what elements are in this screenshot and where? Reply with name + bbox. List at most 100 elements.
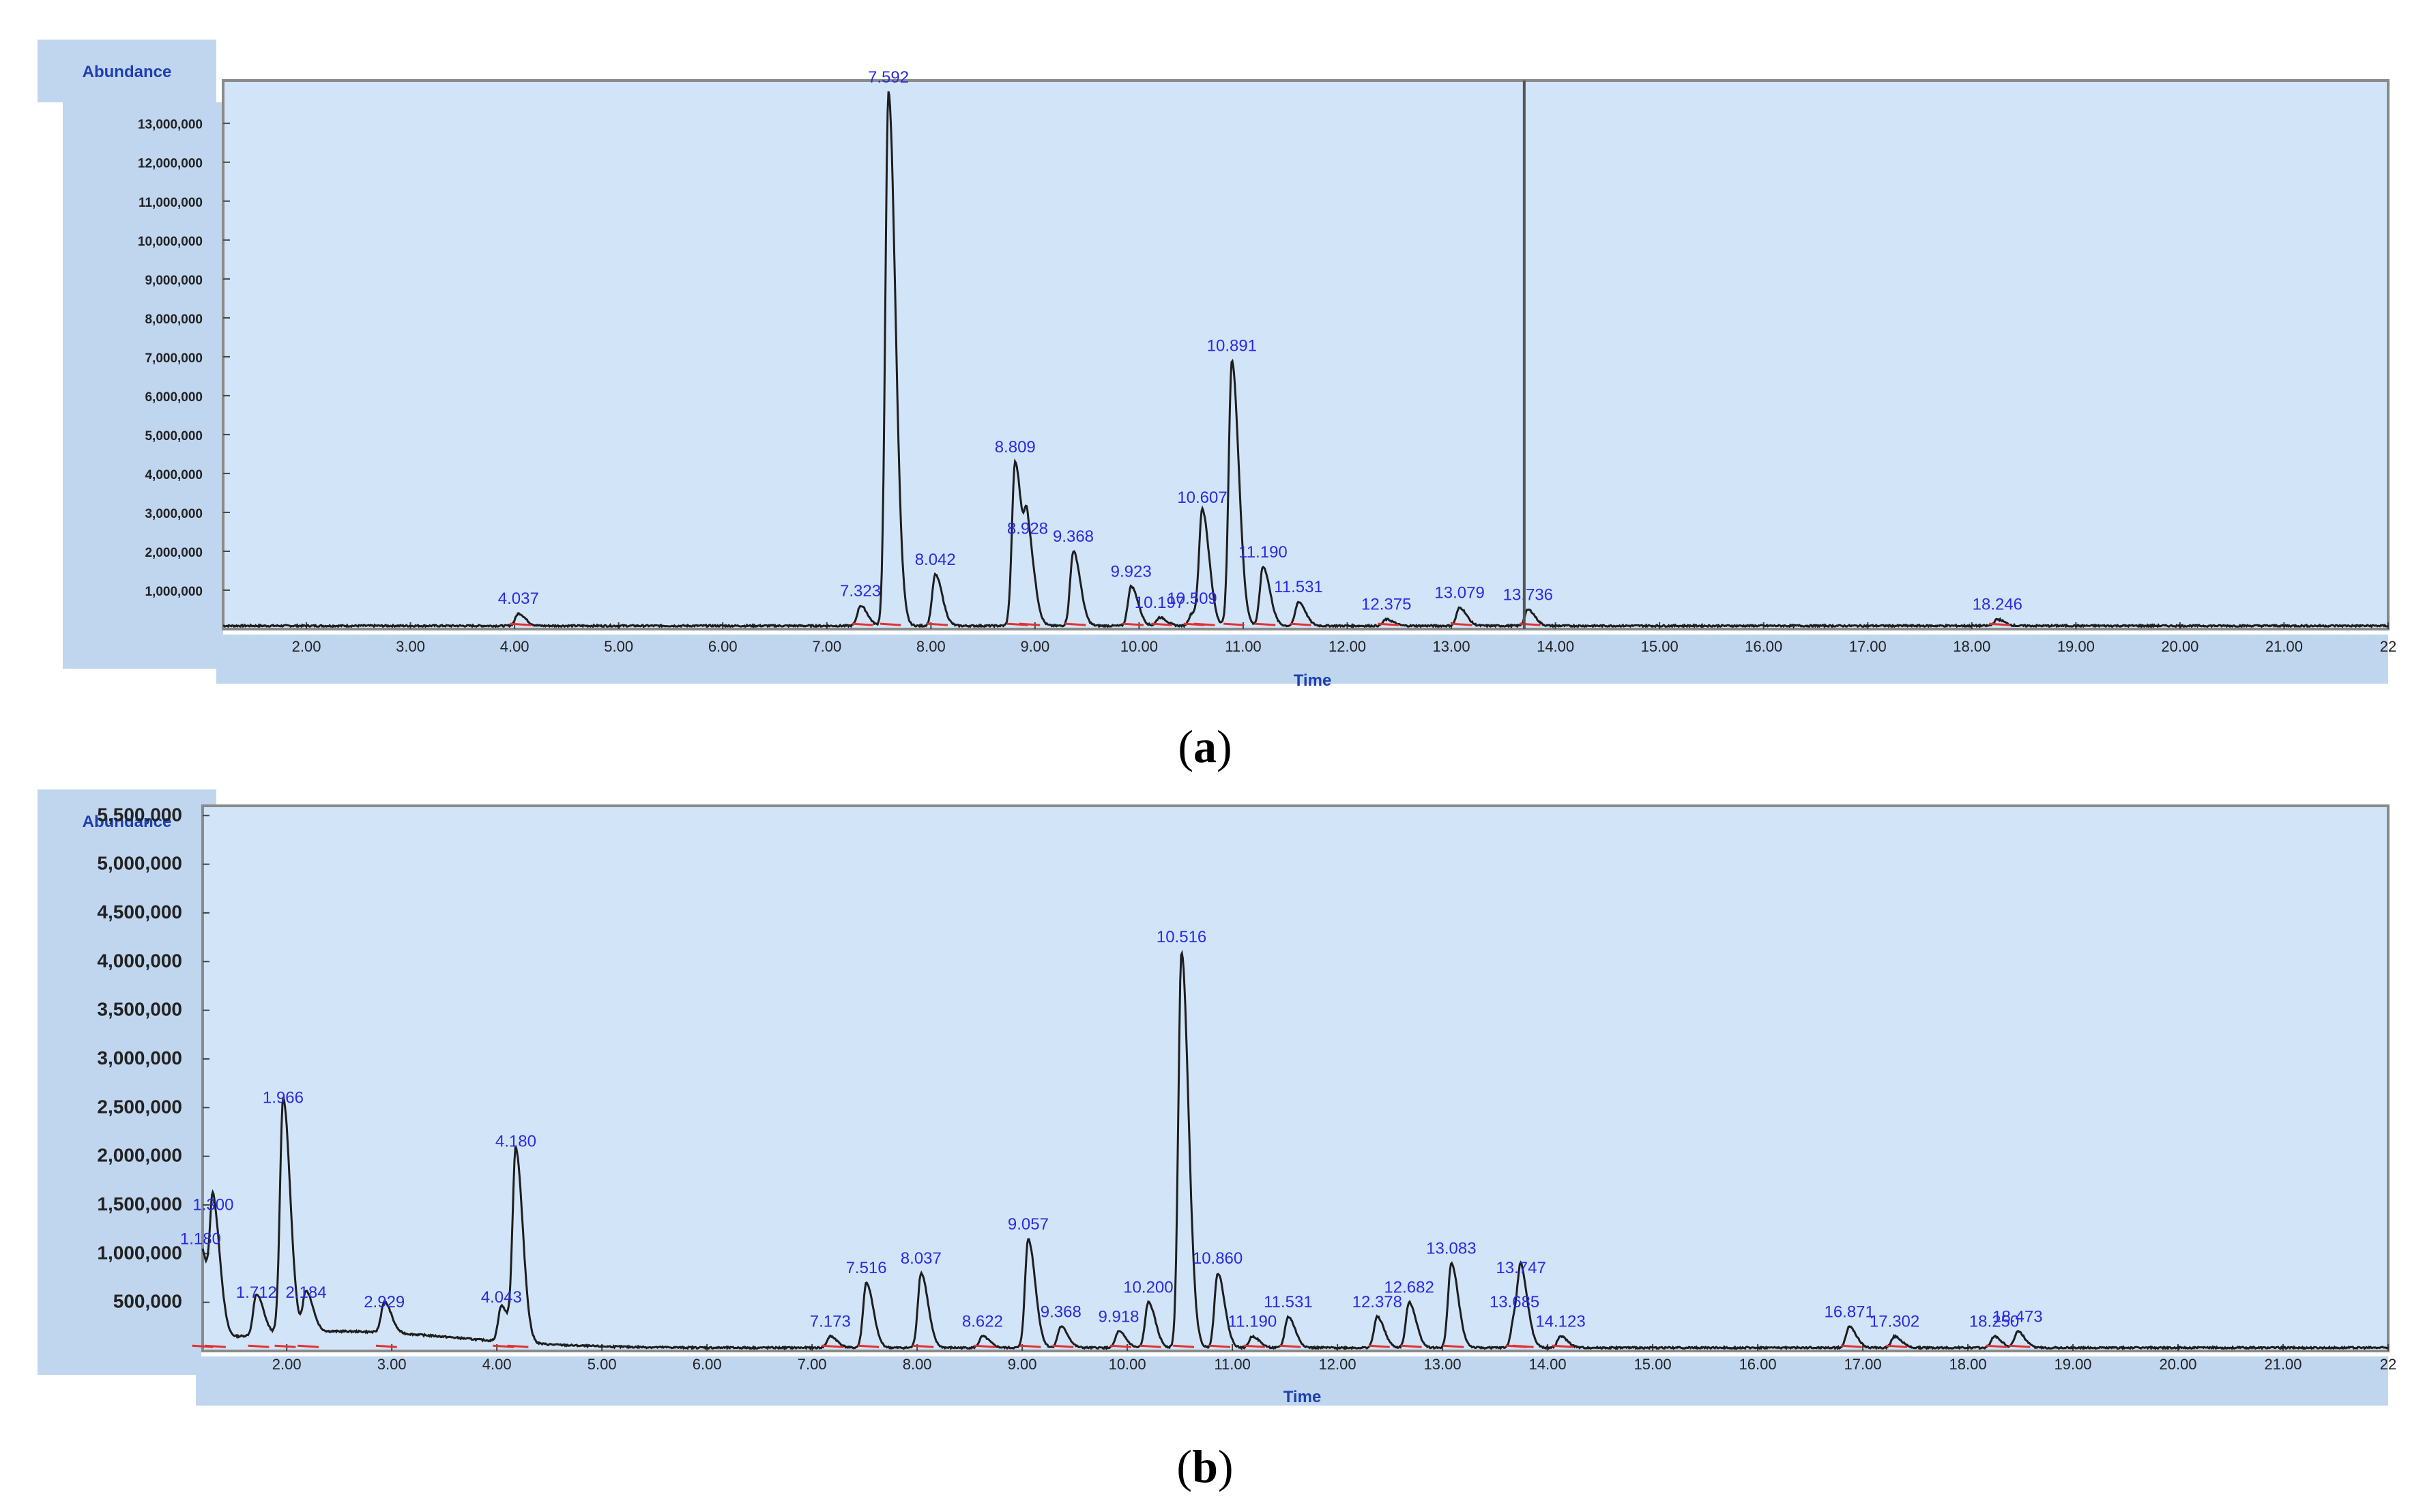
integration-baseline — [912, 1344, 934, 1348]
y-tick-label: 8,000,000 — [145, 312, 203, 327]
y-tick-label: 1,500,000 — [97, 1193, 182, 1215]
integration-baseline — [880, 622, 901, 626]
integration-baseline — [822, 1344, 843, 1348]
integration-baseline — [510, 622, 532, 626]
integration-baseline — [1279, 1344, 1301, 1348]
y-tick-label: 11,000,000 — [139, 196, 203, 210]
ylabel-box — [38, 789, 216, 824]
x-tick-label: 5.00 — [604, 638, 633, 655]
peak-label: 9.923 — [1111, 562, 1152, 581]
plot-area — [201, 804, 2390, 1352]
xaxis-strip — [196, 1356, 2388, 1406]
caption-b-letter: b — [1192, 1440, 1218, 1492]
y-tick-label: 3,000,000 — [97, 1047, 182, 1068]
integration-baseline — [248, 1344, 270, 1348]
peak-label: 9.057 — [1008, 1215, 1049, 1234]
y-tick-label: 5,000,000 — [97, 853, 182, 874]
yaxis-strip — [38, 824, 201, 1375]
x-tick-label: 4.00 — [500, 638, 529, 655]
yaxis-strip — [63, 102, 223, 669]
peak-label: 18.473 — [1992, 1307, 2042, 1326]
x-tick-label: 19.00 — [2057, 638, 2095, 655]
x-tick-label: 8.00 — [916, 638, 946, 655]
x-tick-label: 17.00 — [1849, 638, 1887, 655]
peak-label: 9.368 — [1041, 1303, 1081, 1321]
y-tick-label: 1,000,000 — [145, 585, 203, 599]
peak-label: 13.079 — [1434, 584, 1484, 602]
y-tick-label: 6,000,000 — [145, 390, 203, 405]
xaxis-strip — [216, 635, 2388, 684]
x-tick-label: 18.00 — [1949, 1356, 1987, 1373]
x-tick-label: 14.00 — [1529, 1356, 1567, 1373]
peak-label: 8.928 — [1007, 520, 1048, 538]
peak-label: 7.323 — [840, 582, 881, 600]
peak-label: 13.083 — [1426, 1240, 1476, 1258]
peak-label: 11.190 — [1238, 543, 1288, 562]
x-tick-label: 20.00 — [2161, 638, 2198, 655]
y-tick-label: 1,000,000 — [97, 1242, 182, 1263]
integration-baseline — [1840, 1344, 1862, 1348]
peak-label: 1.180 — [180, 1230, 221, 1248]
integration-baseline — [1122, 622, 1144, 626]
x-tick-label: 22 — [2380, 638, 2396, 655]
x-axis-title: Time — [1294, 671, 1332, 690]
y-tick-label: 9,000,000 — [145, 274, 203, 288]
integration-baseline — [858, 1344, 880, 1348]
y-tick-label: 5,000,000 — [145, 429, 203, 444]
x-tick-label: 18.00 — [1953, 638, 1990, 655]
integration-baseline — [1552, 1344, 1573, 1348]
y-tick-label: 13,000,000 — [138, 118, 203, 132]
caption-a: (a) — [1178, 721, 1232, 772]
integration-baseline — [1110, 1344, 1132, 1348]
integration-baseline — [1512, 1344, 1534, 1348]
x-tick-label: 15.00 — [1634, 1356, 1672, 1373]
x-tick-label: 16.00 — [1745, 638, 1782, 655]
integration-baseline — [1254, 622, 1276, 626]
integration-baseline — [1151, 622, 1172, 626]
peak-label: 10.607 — [1177, 489, 1227, 507]
tic-trace — [222, 91, 2389, 629]
x-tick-label: 2.00 — [292, 638, 321, 655]
x-tick-label: 12.00 — [1319, 1356, 1356, 1373]
integration-baseline — [1139, 1344, 1161, 1348]
peak-label: 8.622 — [962, 1313, 1003, 1331]
x-tick-label: 12.00 — [1329, 638, 1366, 655]
x-tick-label: 10.00 — [1109, 1356, 1146, 1373]
x-tick-label: 6.00 — [708, 638, 738, 655]
chromatogram-a-plot: Abundance 1,000,000 2,000,000 3,000,000 4,00… — [38, 40, 2396, 690]
x-tick-label: 11.00 — [1214, 1356, 1250, 1373]
x-tick-label: 20.00 — [2159, 1356, 2196, 1373]
peak-label: 7.516 — [846, 1259, 887, 1277]
peak-label: 13.736 — [1503, 585, 1553, 604]
x-tick-label: 13.00 — [1424, 1356, 1462, 1373]
x-tick-label: 22 — [2380, 1356, 2396, 1373]
x-tick-label: 16.00 — [1739, 1356, 1777, 1373]
y-tick-label: 500,000 — [113, 1291, 182, 1312]
y-tick-label: 4,500,000 — [97, 901, 182, 922]
peak-label: 8.042 — [915, 551, 956, 569]
peak-label: 10.197 — [1135, 594, 1185, 612]
peak-label: 17.302 — [1870, 1313, 1919, 1331]
x-tick-label: 21.00 — [2265, 638, 2303, 655]
peak-label: 13.685 — [1490, 1293, 1539, 1311]
integration-baseline — [297, 1344, 319, 1348]
peak-label: 7.592 — [868, 68, 909, 87]
y-tick-label: 10,000,000 — [138, 235, 203, 249]
peak-label: 2.929 — [364, 1293, 405, 1311]
x-tick-label: 9.00 — [1020, 638, 1049, 655]
integration-baseline — [927, 622, 948, 626]
integration-baseline — [1442, 1344, 1464, 1348]
y-tick-label: 4,000,000 — [145, 468, 203, 482]
y-tick-label: 2,000,000 — [97, 1145, 182, 1166]
x-tick-label: 3.00 — [396, 638, 425, 655]
integration-baseline — [1193, 622, 1215, 626]
integration-baseline — [204, 1344, 226, 1348]
peak-label: 10.200 — [1123, 1279, 1173, 1297]
y-tick-label: 2,500,000 — [97, 1096, 182, 1117]
integration-baseline — [1451, 622, 1472, 626]
x-tick-label: 4.00 — [482, 1356, 512, 1373]
peak-label: 4.180 — [495, 1133, 536, 1151]
x-tick-label: 19.00 — [2054, 1356, 2091, 1373]
peak-label: 10.860 — [1193, 1249, 1243, 1268]
peak-label: 14.123 — [1535, 1313, 1585, 1331]
